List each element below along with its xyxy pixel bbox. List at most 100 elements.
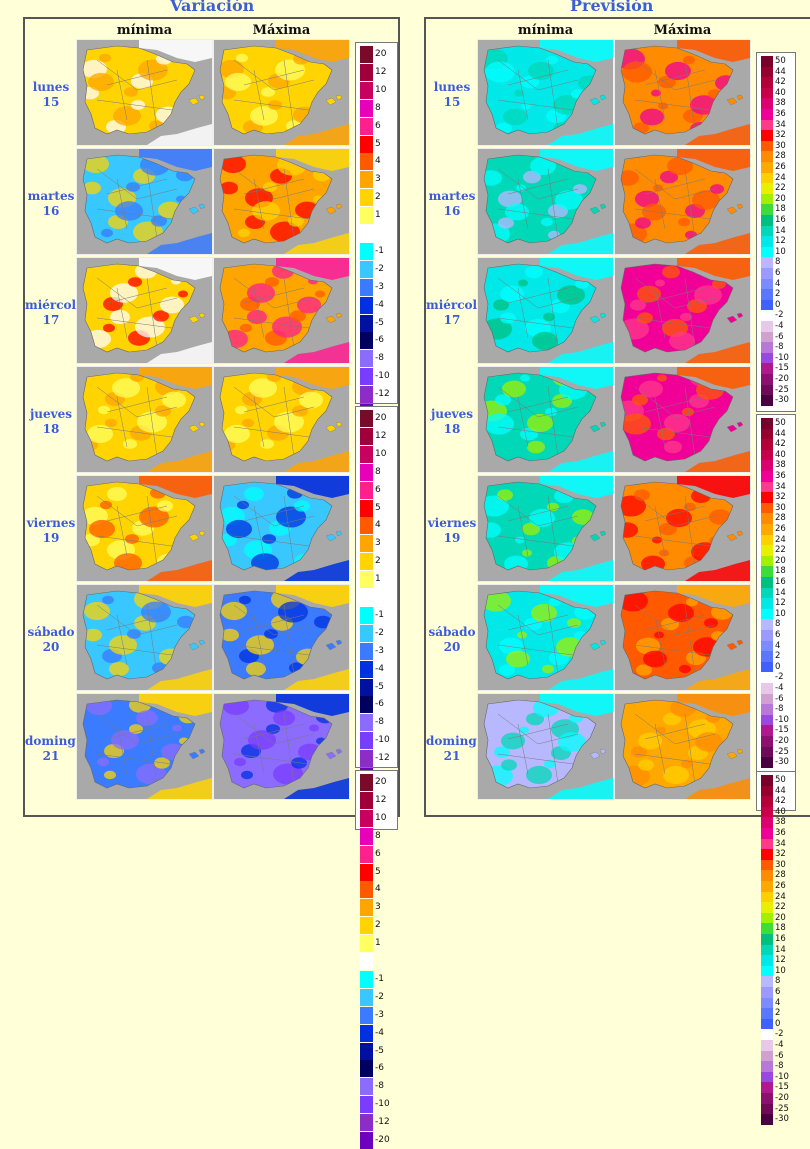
variation-map-min[interactable] (76, 584, 213, 691)
temperature-blotch (235, 405, 247, 415)
legend-label: -8 (375, 1081, 384, 1092)
legend-swatch (761, 524, 773, 535)
forecast-day-label[interactable]: sábado 20 (426, 625, 478, 655)
legend-entry (358, 589, 404, 606)
province-border (136, 406, 178, 418)
legend-entry: 42 (759, 77, 799, 88)
variation-map-min[interactable] (76, 693, 213, 800)
temperature-blotch (292, 405, 308, 417)
legend-swatch (761, 87, 773, 99)
variation-map-max[interactable] (213, 148, 350, 255)
forecast-map-max[interactable] (614, 366, 751, 473)
africa-region (147, 342, 212, 363)
variation-map-max[interactable] (213, 257, 350, 364)
province-border (136, 515, 178, 527)
variation-map-min[interactable] (76, 148, 213, 255)
province-border (146, 59, 158, 131)
province-border (644, 396, 706, 413)
temperature-blotch (506, 650, 530, 668)
legend-swatch (360, 809, 373, 827)
forecast-map-max[interactable] (614, 148, 751, 255)
legend-label: -10 (375, 1099, 390, 1110)
variation-map-max[interactable] (213, 39, 350, 146)
variation-day-label[interactable]: jueves 18 (25, 407, 77, 437)
balearic-island (188, 315, 200, 324)
map-svg (219, 40, 349, 145)
forecast-day-label[interactable]: jueves 18 (426, 407, 478, 437)
balearic-island (726, 206, 738, 215)
day-name: domingo (426, 734, 485, 748)
temperature-blotch (268, 100, 282, 110)
balearic-island (589, 315, 601, 324)
temperature-blotch (104, 770, 116, 780)
legend-swatch (761, 806, 773, 818)
temperature-blotch (263, 182, 277, 192)
legend-swatch (761, 428, 773, 440)
variation-map-max[interactable] (213, 366, 350, 473)
forecast-map-max[interactable] (614, 257, 751, 364)
legend-entry: 18 (759, 204, 799, 215)
forecast-map-max[interactable] (614, 39, 751, 146)
legend-label: 16 (775, 577, 786, 587)
forecast-map-max[interactable] (614, 584, 751, 691)
france-region (540, 476, 613, 498)
forecast-map-max[interactable] (614, 693, 751, 800)
variation-map-min[interactable] (76, 257, 213, 364)
variation-day-label[interactable]: martes 16 (25, 189, 77, 219)
legend-label: 16 (775, 934, 786, 944)
balearic-island (599, 312, 607, 319)
variation-day-label[interactable]: viernes 19 (25, 516, 77, 546)
temperature-blotch (710, 184, 724, 194)
variation-map-max[interactable] (213, 584, 350, 691)
legend-entry: 36 (759, 109, 799, 120)
map-svg (620, 149, 750, 254)
legend-swatch (761, 987, 773, 998)
temperature-blotch (176, 168, 194, 182)
variation-day-label[interactable]: miércoles 17 (25, 298, 90, 328)
variation-map-min[interactable] (76, 366, 213, 473)
forecast-map-min[interactable] (477, 148, 614, 255)
map-svg (483, 694, 613, 799)
forecast-map-min[interactable] (477, 39, 614, 146)
balearic-island (198, 421, 206, 428)
france-region (276, 585, 349, 607)
forecast-day-label[interactable]: lunes 15 (426, 80, 478, 110)
france-region (276, 149, 349, 171)
day-number: 15 (443, 95, 461, 109)
variation-map-max[interactable] (213, 475, 350, 582)
temperature-blotch (636, 664, 652, 676)
forecast-day-label[interactable]: domingo 21 (426, 734, 485, 764)
legend-swatch (360, 845, 373, 863)
variation-day-label[interactable]: lunes 15 (25, 80, 77, 110)
forecast-map-min[interactable] (477, 693, 614, 800)
legend-label: -3 (375, 645, 384, 656)
forecast-day-label[interactable]: martes 16 (426, 189, 478, 219)
forecast-day-label[interactable]: viernes 19 (426, 516, 478, 546)
forecast-map-min[interactable] (477, 584, 614, 691)
france-region (677, 367, 750, 389)
forecast-map-min[interactable] (477, 475, 614, 582)
province-border (654, 723, 666, 775)
variation-day-label[interactable]: domingo 21 (25, 734, 84, 764)
france-region (276, 367, 349, 389)
variation-map-min[interactable] (76, 475, 213, 582)
forecast-map-min[interactable] (477, 257, 614, 364)
legend-swatch (761, 439, 773, 450)
temperature-blotch (621, 495, 646, 517)
legend-entry: 16 (759, 215, 799, 226)
day-name: domingo (25, 734, 84, 748)
legend-swatch (360, 1042, 373, 1060)
legend-swatch (360, 81, 373, 99)
legend-label: 42 (775, 796, 786, 807)
balearic-island (589, 424, 601, 433)
temperature-blotch (573, 184, 587, 194)
forecast-map-max[interactable] (614, 475, 751, 582)
map-svg (620, 694, 750, 799)
forecast-day-label[interactable]: miércoles 17 (426, 298, 491, 328)
variation-map-min[interactable] (76, 39, 213, 146)
variation-day-label[interactable]: sábado 20 (25, 625, 77, 655)
province-border (146, 168, 158, 240)
forecast-map-min[interactable] (477, 366, 614, 473)
variation-map-max[interactable] (213, 693, 350, 800)
temperature-blotch (123, 439, 137, 449)
